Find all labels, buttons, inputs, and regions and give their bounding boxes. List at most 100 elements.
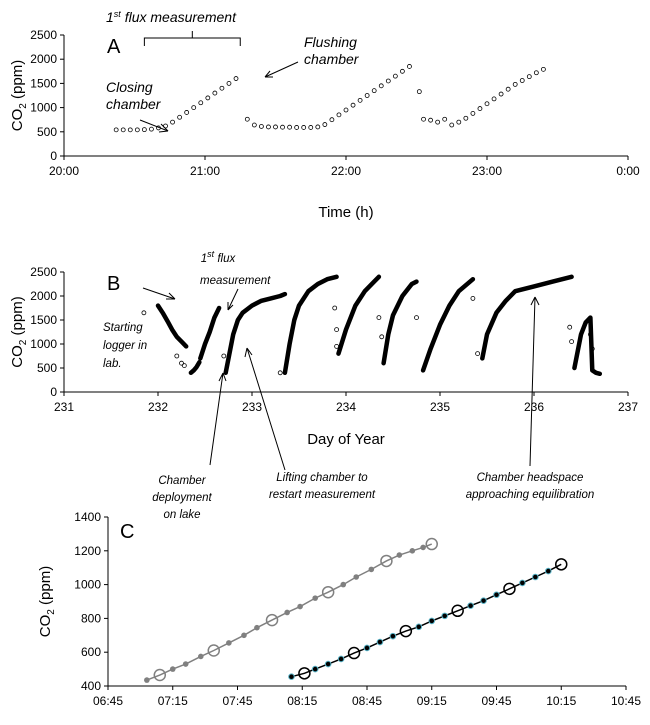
y-tick-label: 500 bbox=[37, 125, 57, 139]
arrow-line bbox=[227, 288, 239, 311]
x-tick-label: 10:15 bbox=[546, 694, 576, 708]
data-point bbox=[371, 88, 377, 94]
data-point bbox=[399, 68, 405, 74]
x-tick-label: 09:15 bbox=[417, 694, 447, 708]
arrow-line bbox=[139, 119, 169, 132]
data-point bbox=[284, 609, 290, 616]
x-axis-label: Day of Year bbox=[307, 431, 385, 448]
data-segment bbox=[198, 305, 222, 361]
data-point bbox=[416, 89, 422, 95]
data-point bbox=[470, 111, 476, 116]
data-point bbox=[182, 661, 189, 667]
data-point bbox=[567, 324, 573, 330]
y-tick-label: 0 bbox=[50, 385, 57, 399]
data-point bbox=[449, 122, 455, 128]
data-point bbox=[329, 117, 335, 123]
x-tick-label: 237 bbox=[618, 400, 638, 414]
data-point bbox=[441, 612, 449, 620]
data-point-large bbox=[321, 585, 335, 599]
y-tick-label: 500 bbox=[37, 361, 57, 375]
annotation-first-flux: measurement bbox=[200, 275, 271, 287]
data-point bbox=[179, 360, 184, 366]
data-point bbox=[141, 310, 147, 316]
data-point bbox=[244, 116, 250, 122]
data-point bbox=[177, 114, 183, 120]
data-point bbox=[288, 673, 295, 681]
data-point bbox=[221, 353, 227, 359]
data-point bbox=[324, 660, 332, 668]
data-point bbox=[376, 315, 382, 321]
annotation-closing-chamber: chamber bbox=[106, 96, 162, 112]
annotation-flushing-chamber: chamber bbox=[304, 51, 360, 67]
data-point bbox=[588, 331, 593, 337]
data-point-large bbox=[207, 644, 221, 657]
data-point bbox=[363, 644, 371, 652]
x-tick-label: 10:45 bbox=[611, 694, 641, 708]
data-point bbox=[251, 122, 257, 128]
data-point bbox=[334, 327, 340, 333]
data-point bbox=[589, 346, 595, 352]
data-point bbox=[350, 102, 356, 108]
x-tick-label: 07:45 bbox=[222, 694, 252, 708]
annotation-starting-logger: logger in bbox=[103, 340, 147, 352]
arrow-line bbox=[264, 61, 299, 78]
data-point bbox=[258, 124, 264, 129]
annotation-chamber-deployment: deployment bbox=[152, 492, 212, 504]
annotation-headspace: approaching equilibration bbox=[466, 489, 595, 501]
annotation-headspace: Chamber headspace bbox=[477, 472, 584, 484]
data-point bbox=[379, 334, 385, 340]
data-point bbox=[212, 90, 218, 96]
data-point bbox=[389, 632, 397, 640]
data-point bbox=[512, 81, 518, 87]
x-tick-label: 234 bbox=[336, 400, 356, 414]
data-point bbox=[505, 86, 511, 92]
arrow-line bbox=[529, 296, 540, 467]
x-tick-label: 08:15 bbox=[287, 694, 317, 708]
data-point bbox=[113, 127, 119, 133]
data-point-large bbox=[425, 537, 438, 551]
x-axis-label: Time (h) bbox=[318, 204, 373, 221]
data-point bbox=[378, 83, 384, 89]
data-point bbox=[315, 124, 321, 130]
data-point bbox=[353, 574, 360, 580]
data-point-large bbox=[503, 582, 516, 596]
data-point bbox=[273, 124, 278, 130]
x-tick-label: 231 bbox=[54, 400, 74, 414]
data-point bbox=[226, 640, 232, 646]
annotation-starting-logger: Starting bbox=[103, 322, 143, 334]
data-point bbox=[532, 573, 539, 581]
y-tick-label: 0 bbox=[50, 149, 57, 163]
y-tick-label: 2500 bbox=[30, 265, 57, 279]
data-point bbox=[141, 127, 147, 133]
data-point bbox=[407, 64, 412, 69]
data-point bbox=[337, 655, 345, 663]
annotation-lifting-chamber: restart measurement bbox=[269, 489, 376, 501]
data-point bbox=[332, 305, 338, 311]
data-point bbox=[545, 567, 552, 575]
data-point bbox=[191, 105, 197, 110]
data-point bbox=[475, 351, 481, 357]
panel-c: 400 600 800 1000 1200 1400 06:45 07:15 07:45 08:1… bbox=[37, 510, 641, 708]
data-point bbox=[541, 66, 546, 72]
data-point-large bbox=[153, 668, 167, 682]
data-point bbox=[526, 74, 532, 80]
data-segment bbox=[336, 274, 382, 356]
data-point bbox=[368, 566, 375, 573]
data-point bbox=[297, 603, 303, 610]
data-point-large bbox=[555, 558, 568, 571]
annotation-flushing-chamber: Flushing bbox=[304, 34, 357, 50]
panel-label: B bbox=[107, 273, 120, 295]
x-tick-label: 235 bbox=[430, 400, 450, 414]
data-point bbox=[120, 127, 126, 133]
data-point bbox=[480, 597, 487, 604]
annotation-chamber-deployment: Chamber bbox=[158, 475, 206, 487]
x-tick-label: 22:00 bbox=[331, 164, 361, 178]
data-point-large bbox=[298, 667, 311, 680]
data-point-large bbox=[451, 604, 464, 618]
y-axis-label: CO2 (ppm) bbox=[9, 296, 29, 367]
panel-a: 0 500 1000 1500 2000 2500 20:00 21:00 22:00 23:00… bbox=[9, 9, 640, 221]
x-tick-label: 0:00 bbox=[616, 164, 640, 178]
bracket bbox=[143, 31, 241, 46]
data-point bbox=[414, 315, 419, 321]
y-tick-label: 1200 bbox=[74, 544, 101, 558]
